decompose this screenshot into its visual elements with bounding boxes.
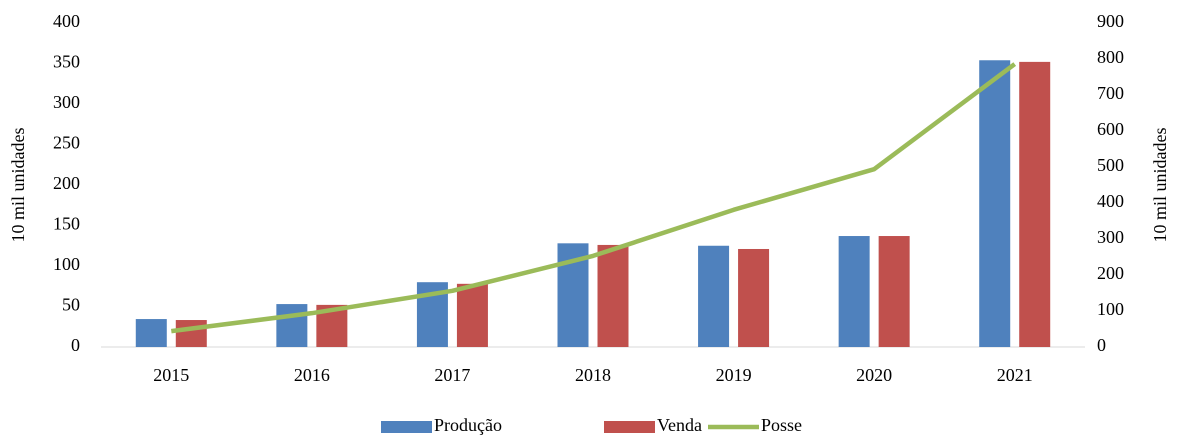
y-tick-label: 400 [53, 11, 80, 31]
bar [698, 245, 730, 347]
x-tick-label: 2019 [716, 365, 752, 385]
y2-tick-label: 300 [1097, 227, 1124, 247]
y2-tick-label: 100 [1097, 299, 1124, 319]
y-tick-label: 350 [53, 52, 80, 72]
y2-tick-label: 600 [1097, 119, 1124, 139]
x-tick-label: 2018 [575, 365, 611, 385]
legend-label: Produção [434, 415, 502, 435]
bar [838, 236, 870, 347]
y2-tick-label: 200 [1097, 263, 1124, 283]
bar [738, 248, 770, 347]
bar [1019, 61, 1051, 347]
x-tick-label: 2016 [294, 365, 330, 385]
bar [878, 236, 910, 347]
bar [276, 304, 308, 347]
x-tick-label: 2015 [153, 365, 189, 385]
y-axis-title: 10 mil unidades [8, 128, 28, 243]
bar [135, 319, 167, 347]
x-tick-label: 2020 [856, 365, 892, 385]
y2-axis-title: 10 mil unidades [1150, 128, 1170, 243]
x-tick-label: 2017 [434, 365, 470, 385]
y2-tick-label: 0 [1097, 335, 1106, 355]
legend-label: Posse [761, 415, 802, 435]
y2-tick-label: 400 [1097, 191, 1124, 211]
legend-marker [381, 421, 432, 433]
x-tick-label: 2021 [997, 365, 1033, 385]
y-tick-label: 250 [53, 133, 80, 153]
y2-tick-label: 800 [1097, 47, 1124, 67]
y-tick-label: 100 [53, 254, 80, 274]
bar [979, 60, 1011, 347]
legend-label: Venda [657, 415, 702, 435]
y2-tick-label: 500 [1097, 155, 1124, 175]
y-tick-label: 50 [62, 295, 80, 315]
bar [456, 283, 488, 347]
y-tick-label: 150 [53, 214, 80, 234]
legend-marker [604, 421, 655, 433]
y-tick-label: 200 [53, 173, 80, 193]
bar [597, 244, 629, 347]
y-tick-label: 300 [53, 92, 80, 112]
y-tick-label: 0 [71, 335, 80, 355]
line [171, 62, 1017, 334]
y2-tick-label: 900 [1097, 11, 1124, 31]
bar [175, 320, 207, 347]
y2-tick-label: 700 [1097, 83, 1124, 103]
